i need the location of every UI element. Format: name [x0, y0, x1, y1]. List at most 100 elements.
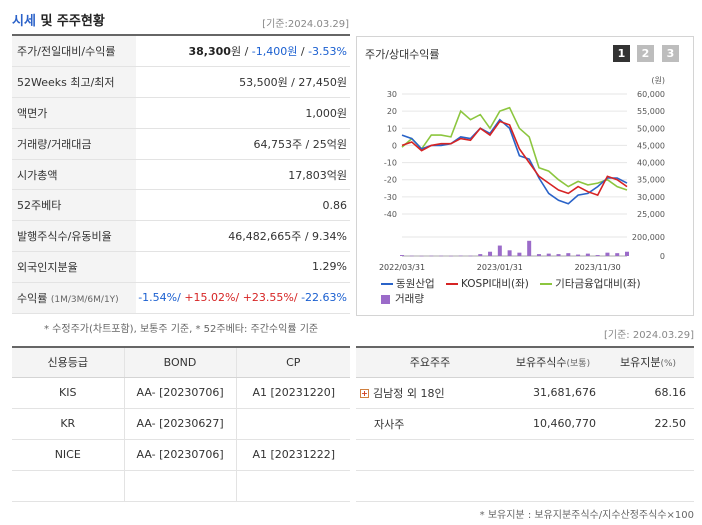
volume-bar	[595, 255, 600, 256]
volume-bar	[497, 245, 502, 256]
expand-icon[interactable]: +	[360, 389, 369, 398]
col-header-shares: 보유주식수(보통)	[504, 346, 602, 378]
y-left-tick-label: 20	[387, 107, 397, 116]
volume-bar	[625, 251, 629, 256]
legend-row: 동원산업 KOSPI대비(좌) 기타금융업대비(좌)	[381, 276, 681, 291]
volume-bar	[615, 253, 620, 256]
y-left-tick-label: -20	[384, 176, 397, 185]
legend-item-industry: 기타금융업대비(좌)	[540, 276, 641, 291]
volume-bar	[448, 255, 453, 257]
y-right-tick-label: 25,000	[637, 210, 665, 219]
volume-bar	[488, 251, 493, 256]
col-header-shares-unit: (보통)	[566, 359, 591, 370]
info-label: 외국인지분율	[12, 251, 136, 283]
table-row	[356, 470, 694, 502]
legend-item-volume: 거래량	[381, 291, 424, 306]
holder-shares: 10,460,770	[504, 408, 602, 440]
info-row-price: 주가/전일대비/수익률 38,300원 / -1,400원 / -3.53%	[12, 36, 350, 68]
y-left-tick-label: -30	[384, 193, 397, 202]
col-header-pct: 보유지분(%)	[602, 346, 694, 378]
section-title-rest: 및 주주현황	[35, 14, 105, 29]
holder-shares	[504, 439, 602, 471]
rating-agency: KR	[12, 408, 125, 440]
info-label: 수익률 (1M/3M/6M/1Y)	[12, 282, 136, 314]
credit-rating-table: 신용등급 BOND CP KIS AA- [20230706] A1 [2023…	[12, 346, 350, 502]
col-header-pct-unit: (%)	[660, 359, 677, 370]
legend-label: 기타금융업대비(좌)	[555, 278, 641, 290]
return-3m: +15.02%/	[180, 291, 240, 305]
volume-bar	[517, 252, 522, 256]
returns-label: 수익률	[17, 291, 48, 305]
cp-rating	[236, 408, 350, 440]
separator: /	[241, 45, 252, 59]
rating-agency	[12, 470, 125, 502]
separator: /	[297, 45, 309, 59]
info-row-foreign: 외국인지분율 1.29%	[12, 251, 350, 283]
y-right-tick-label: 35,000	[637, 176, 665, 185]
bond-rating: AA- [20230627]	[124, 408, 237, 440]
col-header-shares-label: 보유주식수	[515, 356, 567, 370]
info-label: 주가/전일대비/수익률	[12, 36, 136, 68]
info-value: 53,500원 / 27,450원	[136, 66, 350, 99]
holder-pct: 68.16	[602, 377, 694, 409]
current-price: 38,300	[188, 45, 231, 59]
chart-legend: 동원산업 KOSPI대비(좌) 기타금융업대비(좌) 거래량	[381, 276, 681, 306]
major-holders-table: 주요주주 보유주식수(보통) 보유지분(%) + 김남정 외 18인 31,681…	[356, 346, 694, 502]
info-row-returns: 수익률 (1M/3M/6M/1Y) -1.54%/ +15.02%/ +23.5…	[12, 282, 350, 314]
legend-label: 거래량	[395, 293, 424, 305]
y-left-tick-label: 30	[387, 90, 397, 99]
legend-line-industry	[540, 283, 553, 285]
volume-bar	[400, 255, 404, 256]
x-tick-label: 2023/01/31	[477, 263, 523, 272]
return-1m: -1.54%/	[138, 291, 181, 305]
series-line-industry	[401, 106, 628, 191]
legend-line-stock	[381, 283, 393, 285]
holder-name	[356, 439, 504, 471]
volume-bar	[585, 253, 590, 256]
section-title: 시세 및 주주현황	[12, 10, 105, 29]
info-label: 액면가	[12, 97, 136, 129]
info-value: -1.54%/ +15.02%/ +23.55%/ -22.63%	[136, 282, 350, 314]
info-value: 0.86	[136, 189, 350, 222]
info-row-52weeks: 52Weeks 최고/최저 53,500원 / 27,450원	[12, 66, 350, 99]
reference-date: [기준:2024.03.29]	[262, 19, 349, 30]
info-value: 38,300원 / -1,400원 / -3.53%	[136, 36, 350, 68]
y-right-tick-label: 50,000	[637, 124, 665, 133]
holder-name-text: 김남정 외 18인	[373, 386, 445, 400]
volume-bar	[576, 254, 581, 256]
table-row: NICE AA- [20230706] A1 [20231222]	[12, 439, 350, 471]
info-row-volume: 거래량/거래대금 64,753주 / 25억원	[12, 128, 350, 160]
y-right-tick-label: 60,000	[637, 90, 665, 99]
price-chart: 30 60,000 20 55,000 10 50,000 0 45,000 -10 40,000…	[379, 76, 665, 272]
y-right-tick-label: 40,000	[637, 159, 665, 168]
bond-rating	[124, 470, 237, 502]
footnote-holders: * 보유지분 : 보유지분주식수/지수산정주식수×100	[479, 510, 694, 521]
chart-tab-2[interactable]: 2	[637, 45, 654, 62]
price-change: -1,400원	[251, 45, 298, 59]
x-tick-label: 2023/11/30	[575, 263, 621, 272]
volume-bar	[409, 255, 414, 257]
cp-rating: A1 [20231222]	[236, 439, 350, 471]
holder-name: 자사주	[356, 408, 504, 440]
col-header-cp: CP	[236, 346, 350, 378]
info-row-shares: 발행주식수/유동비율 46,482,665주 / 9.34%	[12, 220, 350, 253]
volume-bar	[536, 254, 541, 256]
volume-tick-label: 0	[660, 252, 665, 261]
col-header-holder: 주요주주	[356, 346, 504, 378]
chart-tab-1[interactable]: 1	[613, 45, 630, 62]
footnote-info: * 수정주가(차트포함), 보통주 기준, * 52주베타: 주간수익률 기준	[44, 324, 319, 335]
bond-rating: AA- [20230706]	[124, 377, 237, 409]
holder-shares	[504, 470, 602, 502]
holder-name: + 김남정 외 18인	[356, 377, 504, 409]
price-change-rate: -3.53%	[308, 45, 347, 59]
info-row-beta: 52주베타 0.86	[12, 189, 350, 222]
info-value: 1,000원	[136, 97, 350, 129]
y-left-tick-label: -40	[384, 210, 397, 219]
table-row: + 김남정 외 18인 31,681,676 68.16	[356, 377, 694, 409]
cp-rating	[236, 470, 350, 502]
chart-tab-3[interactable]: 3	[662, 45, 679, 62]
volume-bar	[605, 252, 610, 256]
table-row: KIS AA- [20230706] A1 [20231220]	[12, 377, 350, 409]
volume-tick-label: 200,000	[632, 233, 665, 242]
holder-name	[356, 470, 504, 502]
